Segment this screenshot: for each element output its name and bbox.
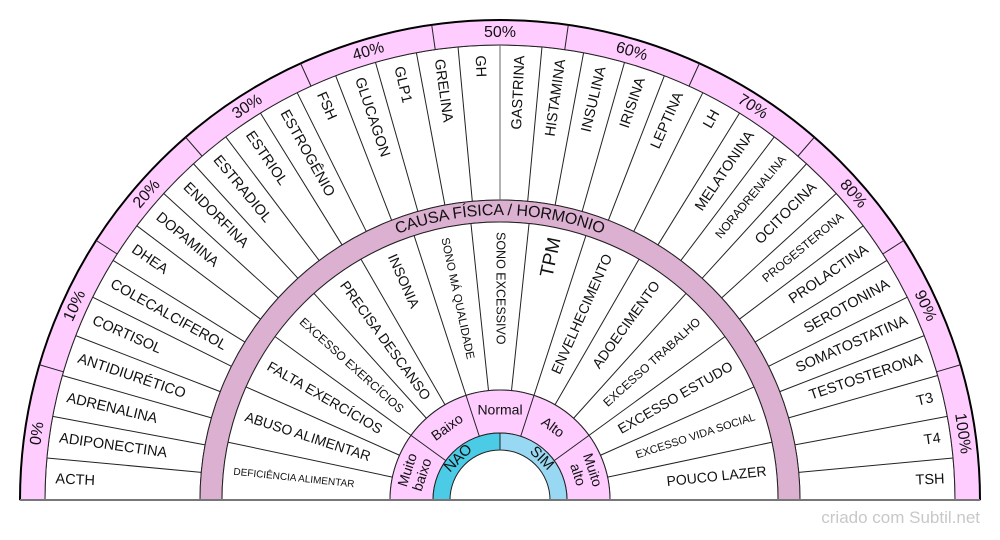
percent-divider [95,240,118,255]
level-divider [410,434,447,462]
level-label: Muitoalto [566,451,607,493]
level-divider [520,395,535,437]
hormone-divider [680,136,775,261]
cause-divider [227,441,393,478]
percent-label: 100% [951,412,974,455]
cause-divider [313,293,427,419]
cause-divider [600,386,755,456]
hormone-divider [739,225,864,320]
level-divider [553,434,590,462]
hormone-divider [754,260,888,343]
hormone-divider [779,335,925,393]
cause-divider [413,235,467,396]
percent-divider [882,240,905,255]
hormone-divider [701,163,807,279]
level-divider [465,395,480,437]
hormone-divider [607,75,665,221]
hormone-divider [457,46,473,202]
hormone-divider [794,415,948,446]
percent-divider [688,63,700,87]
cause-divider [573,293,687,419]
outer-border [19,19,981,501]
hormone-divider [296,92,367,232]
hormone-divider [633,92,704,232]
percent-divider [564,24,569,50]
percent-label: 0% [27,421,47,446]
hormone-divider [657,112,740,246]
hormone-divider [163,193,279,299]
hormone-divider [260,112,343,246]
hormone-divider [768,296,908,367]
cause-divider [533,235,587,396]
hormone-divider [193,163,299,279]
hormone-label: ACTH [55,471,95,489]
hormone-divider [527,46,543,202]
level-label-line: alto [567,461,589,488]
hormone-label: GH [472,55,489,77]
percent-divider [300,63,312,87]
hormone-divider [798,457,954,473]
hormone-label: T4 [923,430,942,448]
hormone-divider [335,75,393,221]
cause-divider [470,223,489,391]
percent-divider [431,24,436,50]
percent-divider [185,136,203,157]
watermark: criado com Subtil.net [821,508,980,527]
hormone-divider [554,52,585,206]
hormone-divider [75,335,221,393]
hormone-divider [788,375,938,419]
cause-divider [511,223,530,391]
level-label: Muitobaixo [394,451,435,493]
level-label: Normal [477,402,522,418]
cause-divider [588,336,726,436]
hormone-label: TSH [915,471,945,488]
hormone-divider [136,225,261,320]
hormone-divider [581,62,625,212]
hormone-divider [415,52,446,206]
hormone-divider [721,193,837,299]
cause-label: SONO EXCESSIVO [494,232,508,345]
percent-divider [936,364,961,373]
cause-divider [554,258,640,405]
percent-label: 50% [484,24,516,41]
hormone-divider [375,62,419,212]
hormone-divider [112,260,246,343]
cause-divider [274,336,412,436]
hormone-label: LH [700,107,723,131]
hormone-divider [52,415,206,446]
cause-divider [607,441,773,478]
hormone-label: GASTRINA [509,55,528,130]
hormone-divider [62,375,212,419]
hormone-divider [92,296,232,367]
hormone-divider [46,457,202,473]
hormone-label: T3 [915,390,935,409]
hormone-divider [225,136,320,261]
cause-divider [245,386,400,456]
percent-divider [797,136,815,157]
cause-divider [360,258,446,405]
percent-divider [39,364,64,373]
